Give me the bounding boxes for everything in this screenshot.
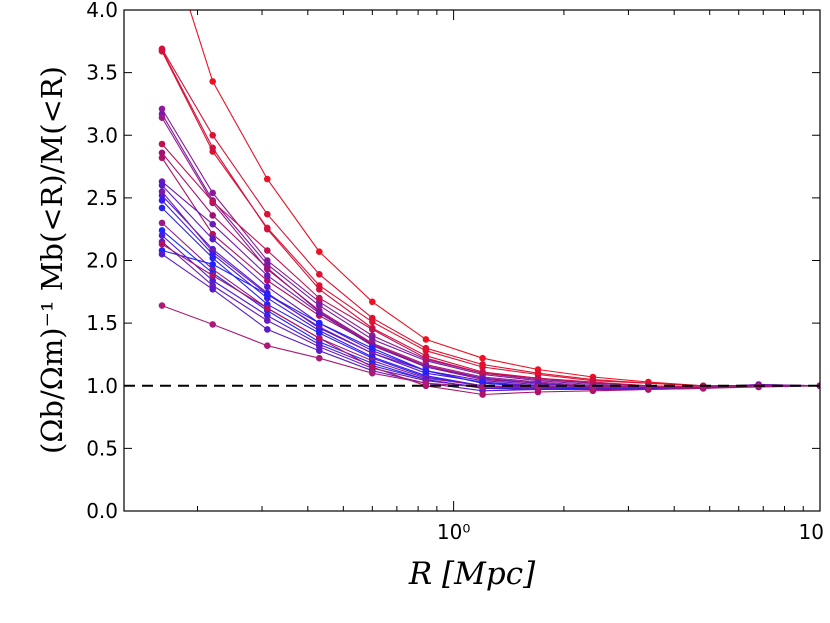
data-point (369, 363, 376, 371)
data-point (369, 318, 376, 326)
data-point (209, 235, 216, 243)
x-tick-label: 10 (799, 520, 824, 544)
data-point (264, 277, 271, 284)
data-point (479, 391, 486, 398)
data-point (209, 277, 216, 284)
plot-background (124, 10, 820, 511)
data-point (264, 317, 271, 324)
data-point (209, 272, 216, 279)
data-point (316, 248, 323, 255)
y-tick-label: 3.5 (86, 61, 118, 85)
data-point (264, 283, 271, 291)
data-point (264, 304, 271, 312)
data-point (316, 302, 323, 309)
data-point (158, 250, 166, 258)
data-point (422, 347, 430, 355)
data-point (158, 227, 166, 234)
data-point (158, 219, 166, 227)
y-tick-label: 1.5 (86, 311, 118, 335)
data-point (158, 188, 166, 195)
data-point (158, 114, 166, 121)
data-point (422, 336, 430, 343)
data-point (369, 326, 376, 333)
y-tick-label: 2.0 (86, 249, 118, 273)
data-point (209, 189, 216, 197)
y-tick-label: 4.0 (86, 0, 118, 22)
data-point (209, 144, 216, 152)
data-point (264, 272, 271, 279)
data-point (534, 374, 542, 382)
plot-frame (123, 9, 821, 512)
y-tick-label: 3.0 (86, 123, 118, 147)
data-point (209, 254, 216, 262)
data-point (209, 321, 216, 328)
data-point (422, 354, 430, 362)
data-point (264, 291, 271, 298)
data-point (264, 312, 271, 319)
data-point (158, 46, 166, 54)
data-point (316, 329, 323, 337)
data-point (158, 232, 166, 239)
data-point (209, 132, 216, 139)
x-axis-label: R [Mpc] (408, 556, 536, 592)
data-point (479, 354, 486, 362)
data-point (316, 347, 323, 355)
data-point (645, 383, 652, 391)
data-point (589, 383, 597, 391)
data-point (316, 334, 323, 342)
data-point (158, 302, 166, 309)
data-point (264, 326, 271, 333)
y-tick-label: 0.0 (86, 499, 118, 523)
data-point (589, 378, 597, 386)
data-point (479, 369, 486, 377)
data-point (316, 294, 323, 302)
data-point (209, 220, 216, 228)
data-point (209, 212, 216, 219)
data-point (209, 198, 216, 205)
data-point (699, 383, 707, 391)
data-point (316, 319, 323, 327)
data-point (534, 383, 542, 391)
data-point (316, 271, 323, 278)
data-point (209, 286, 216, 293)
data-point (316, 354, 323, 362)
data-point (158, 197, 166, 204)
data-point (369, 298, 376, 306)
data-point (158, 149, 166, 157)
y-tick-label: 2.5 (86, 186, 118, 210)
data-point (264, 225, 271, 233)
tick-layer: 0.0 0.5 1.0 1.5 2.0 2.5 3.0 3.5 4.0 10⁰ 10 (86, 0, 824, 544)
data-point (264, 247, 271, 254)
data-point (422, 367, 430, 375)
data-point (209, 78, 216, 85)
data-point (209, 230, 216, 238)
data-point (264, 264, 271, 272)
data-point (158, 140, 166, 148)
x-tick-label: 10⁰ (437, 520, 470, 544)
data-point (158, 204, 166, 212)
data-point (479, 363, 486, 371)
data-point (264, 175, 271, 183)
y-tick-label: 0.5 (86, 436, 118, 460)
data-point (422, 379, 430, 387)
data-point (316, 286, 323, 293)
data-point (264, 210, 271, 218)
data-point (158, 105, 166, 113)
data-point (264, 342, 271, 350)
data-point (209, 261, 216, 268)
y-tick-label: 1.0 (86, 374, 118, 398)
data-point (316, 309, 323, 317)
data-point (479, 383, 486, 391)
data-point (369, 344, 376, 352)
data-point (534, 388, 542, 396)
data-point (158, 154, 166, 162)
data-point (158, 182, 166, 189)
y-axis-label: (Ωb/Ωm)⁻¹ Mb(<R)/M(<R) (35, 66, 69, 454)
data-point (369, 369, 376, 377)
data-point (158, 240, 166, 248)
